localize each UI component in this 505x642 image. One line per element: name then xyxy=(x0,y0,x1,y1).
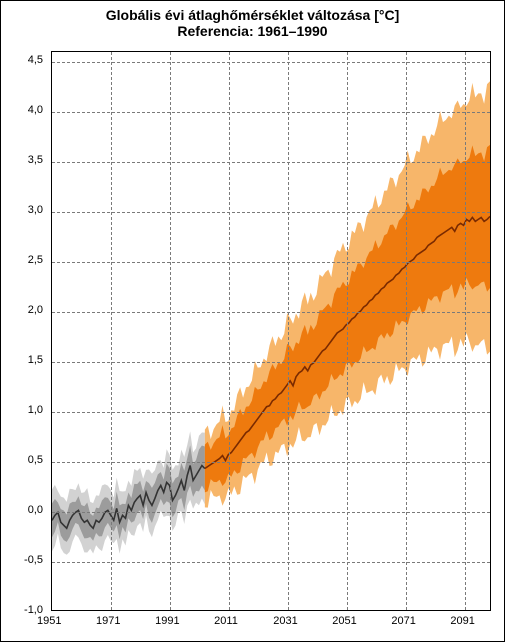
y-tick-label: 3,5 xyxy=(28,154,43,166)
y-tick-label: 0,0 xyxy=(28,504,43,516)
y-tick-label: 3,0 xyxy=(28,204,43,216)
x-tick-label: 2071 xyxy=(391,615,415,627)
x-tick-label: 2011 xyxy=(214,615,238,627)
gridline-v xyxy=(465,52,466,610)
plot-area xyxy=(51,51,491,611)
y-tick-label: 2,5 xyxy=(28,254,43,266)
gridline-h xyxy=(52,512,490,513)
gridline-h xyxy=(52,62,490,63)
gridline-v xyxy=(406,52,407,610)
chart-title-line2: Referencia: 1961–1990 xyxy=(1,23,504,39)
gridline-h xyxy=(52,562,490,563)
gridline-h xyxy=(52,312,490,313)
x-tick-label: 2051 xyxy=(332,615,356,627)
y-tick-label: 1,0 xyxy=(28,404,43,416)
chart-title: Globális évi átlaghőmérséklet változása … xyxy=(1,7,504,39)
gridline-v xyxy=(288,52,289,610)
y-tick-label: 4,5 xyxy=(28,54,43,66)
gridline-v xyxy=(347,52,348,610)
gridline-v xyxy=(170,52,171,610)
gridline-h xyxy=(52,412,490,413)
gridline-h xyxy=(52,212,490,213)
x-tick-label: 1991 xyxy=(155,615,179,627)
gridline-h xyxy=(52,112,490,113)
y-tick-label: 4,0 xyxy=(28,104,43,116)
chart-title-line1: Globális évi átlaghőmérséklet változása … xyxy=(1,7,504,23)
series-svg xyxy=(52,52,490,610)
y-tick-label: -1,0 xyxy=(24,604,43,616)
y-tick-label: 2,0 xyxy=(28,304,43,316)
gridline-v xyxy=(229,52,230,610)
gridline-h xyxy=(52,462,490,463)
gridline-h xyxy=(52,262,490,263)
y-tick-label: 0,5 xyxy=(28,454,43,466)
x-tick-label: 2091 xyxy=(450,615,474,627)
x-tick-label: 1951 xyxy=(37,615,61,627)
y-tick-label: 1,5 xyxy=(28,354,43,366)
gridline-v xyxy=(111,52,112,610)
chart-frame: Globális évi átlaghőmérséklet változása … xyxy=(0,0,505,642)
y-tick-label: -0,5 xyxy=(24,554,43,566)
x-tick-label: 2031 xyxy=(273,615,297,627)
gridline-h xyxy=(52,362,490,363)
x-tick-label: 1971 xyxy=(96,615,120,627)
gridline-h xyxy=(52,162,490,163)
